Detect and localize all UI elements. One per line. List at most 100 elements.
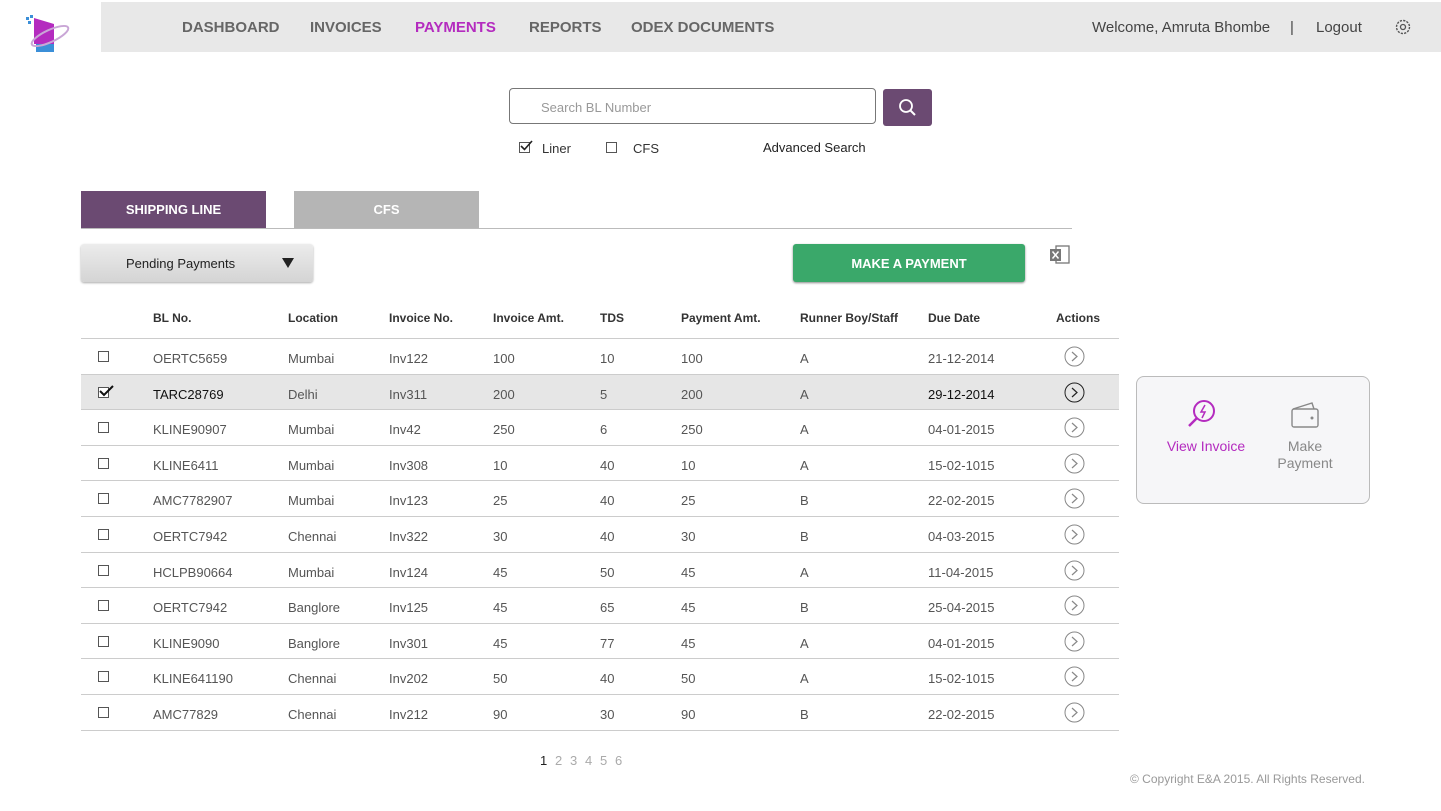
- page-link[interactable]: 2: [555, 753, 563, 768]
- row-checkbox[interactable]: [98, 707, 109, 718]
- cell: OERTC7942: [153, 529, 228, 544]
- cell: 04-03-2015: [928, 529, 995, 544]
- row-checkbox[interactable]: [98, 493, 109, 505]
- view-invoice-icon[interactable]: [1186, 397, 1218, 429]
- column-header: Invoice No.: [389, 311, 454, 325]
- row-checkbox[interactable]: [98, 600, 109, 612]
- row-action[interactable]: [1064, 382, 1085, 403]
- cell: A: [800, 671, 809, 687]
- cell: 45: [493, 600, 508, 616]
- cell: A: [800, 386, 809, 402]
- cell: KLINE90907: [153, 422, 227, 438]
- cell: 65: [600, 600, 615, 616]
- check: [99, 384, 114, 397]
- cell: 22-02-2015: [928, 493, 995, 509]
- column-header: Invoice Amt.: [493, 311, 564, 325]
- cell: KLINE641190: [153, 671, 233, 687]
- row-action[interactable]: [1064, 453, 1085, 474]
- checkbox-liner[interactable]: [519, 140, 533, 153]
- search-icon: [899, 99, 916, 116]
- cell: Inv123: [389, 493, 429, 509]
- cell: 45: [681, 600, 696, 616]
- cell: KLINE9090: [153, 635, 220, 651]
- row-checkbox[interactable]: [98, 564, 109, 576]
- row-divider: [81, 622, 1119, 624]
- cell: 29-12-2014: [928, 386, 995, 402]
- row-action[interactable]: [1064, 524, 1085, 545]
- make-payment[interactable]: Make Payment: [1277, 438, 1333, 471]
- nav-item[interactable]: ODEX DOCUMENTS: [631, 19, 775, 36]
- nav-item[interactable]: INVOICES: [310, 19, 382, 36]
- row-action[interactable]: [1064, 702, 1085, 723]
- row-action[interactable]: [1064, 666, 1085, 687]
- excel-export[interactable]: [1049, 245, 1071, 265]
- tab[interactable]: CFS: [294, 191, 479, 228]
- cell: B: [800, 707, 809, 722]
- cell: A: [800, 564, 809, 580]
- row-checkbox[interactable]: [98, 671, 109, 683]
- cell: Mumbai: [288, 351, 335, 366]
- cell: 04-01-2015: [928, 422, 995, 438]
- page-link[interactable]: 1: [540, 753, 548, 768]
- nav-item[interactable]: PAYMENTS: [415, 19, 496, 36]
- row-divider: [81, 516, 1119, 517]
- column-header: TDS: [600, 311, 624, 325]
- logo[interactable]: [24, 14, 74, 56]
- filter-dropdown[interactable]: [81, 244, 313, 282]
- search-button[interactable]: [883, 89, 932, 126]
- page-link[interactable]: 4: [585, 753, 593, 768]
- row-checkbox[interactable]: [98, 635, 109, 647]
- cell: 50: [600, 564, 615, 580]
- cell: A: [800, 635, 809, 651]
- make-payment-button[interactable]: MAKE A PAYMENT: [793, 244, 1025, 282]
- cell: A: [800, 422, 809, 438]
- cell: Mumbai: [288, 457, 335, 473]
- cell: A: [800, 457, 809, 473]
- cell: Chennai: [288, 529, 337, 544]
- make-payment-icon[interactable]: [1290, 401, 1320, 429]
- advanced-search[interactable]: Advanced Search: [763, 140, 866, 155]
- column-header: Payment Amt.: [681, 311, 761, 325]
- cell: 10: [681, 457, 696, 473]
- cell: AMC77829: [153, 707, 219, 722]
- row-checkbox[interactable]: [98, 384, 114, 398]
- page-link[interactable]: 3: [570, 753, 578, 768]
- row-checkbox[interactable]: [98, 457, 109, 469]
- action-arrow: [1064, 417, 1085, 438]
- action-arrow: [1064, 453, 1085, 474]
- view-invoice[interactable]: View Invoice: [1166, 438, 1246, 454]
- row-checkbox[interactable]: [98, 529, 109, 540]
- cell: 04-01-2015: [928, 635, 995, 651]
- row-action[interactable]: [1064, 631, 1085, 652]
- checkbox-cfs[interactable]: [606, 142, 617, 153]
- check: [520, 140, 533, 151]
- row-highlight: [81, 374, 1119, 410]
- row-action[interactable]: [1064, 346, 1085, 367]
- row-divider: [81, 444, 1119, 446]
- cell: Chennai: [288, 707, 337, 722]
- filter-label: Pending Payments: [126, 256, 236, 271]
- search-input[interactable]: [509, 88, 876, 124]
- nav-item[interactable]: REPORTS: [529, 19, 602, 36]
- cell: 100: [493, 351, 515, 366]
- page-link[interactable]: 5: [600, 753, 608, 768]
- page-link[interactable]: 6: [615, 753, 623, 768]
- row-action[interactable]: [1064, 595, 1085, 616]
- row-checkbox[interactable]: [98, 351, 109, 362]
- nav-item[interactable]: DASHBOARD: [182, 19, 280, 36]
- cell: 40: [600, 671, 615, 687]
- settings-icon[interactable]: [1394, 18, 1412, 36]
- search-placeholder: Search BL Number: [541, 100, 652, 115]
- cell: Inv322: [389, 529, 429, 544]
- row-checkbox[interactable]: [98, 422, 109, 434]
- tab-active[interactable]: SHIPPING LINE: [81, 191, 266, 228]
- row-divider: [81, 551, 1119, 553]
- logout[interactable]: Logout: [1316, 19, 1362, 36]
- row-action[interactable]: [1064, 488, 1085, 509]
- row-action[interactable]: [1064, 417, 1085, 438]
- cell: 100: [681, 351, 703, 366]
- row-divider: [81, 658, 1119, 660]
- row-action[interactable]: [1064, 560, 1085, 581]
- action-arrow: [1064, 488, 1085, 509]
